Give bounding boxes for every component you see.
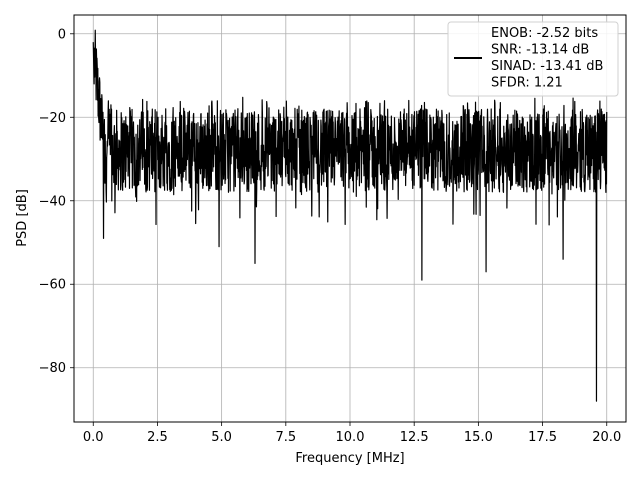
x-tick-label: 5.0 <box>211 430 232 445</box>
y-tick-label: −60 <box>39 278 66 293</box>
series-layer <box>92 29 608 402</box>
legend-text-line: SNR: -13.14 dB <box>491 43 589 58</box>
legend-text-line: ENOB: -2.52 bits <box>491 26 598 41</box>
x-axis-label: Frequency [MHz] <box>295 451 404 466</box>
legend-text-line: SFDR: 1.21 <box>491 76 563 91</box>
legend-text-line: SINAD: -13.41 dB <box>491 59 603 74</box>
x-tick-label: 20.0 <box>592 430 621 445</box>
y-tick-label: −20 <box>39 111 66 126</box>
x-tick-label: 10.0 <box>336 430 365 445</box>
legend-entry: ENOB: -2.52 bits SNR: -13.14 dB SINAD: -13… <box>491 26 603 91</box>
y-axis-label: PSD [dB] <box>15 189 30 247</box>
x-tick-label: 17.5 <box>528 430 557 445</box>
y-tick-label: −40 <box>39 194 66 209</box>
y-tick-label: −80 <box>39 361 66 376</box>
x-tick-label: 0.0 <box>83 430 104 445</box>
y-axis-ticks: 0 −20 −40 −60 −80 <box>39 27 74 376</box>
legend-box <box>447 21 619 97</box>
x-tick-label: 15.0 <box>464 430 493 445</box>
x-tick-label: 12.5 <box>400 430 429 445</box>
x-axis-ticks: 0.0 2.5 5.0 7.5 10.0 12.5 15.0 17.5 20.0 <box>83 422 621 445</box>
x-tick-label: 7.5 <box>275 430 296 445</box>
psd-series-line <box>92 29 608 402</box>
y-tick-label: 0 <box>58 27 66 42</box>
x-tick-label: 2.5 <box>147 430 168 445</box>
legend: ENOB: -2.52 bits SNR: -13.14 dB SINAD: -13… <box>447 21 619 97</box>
